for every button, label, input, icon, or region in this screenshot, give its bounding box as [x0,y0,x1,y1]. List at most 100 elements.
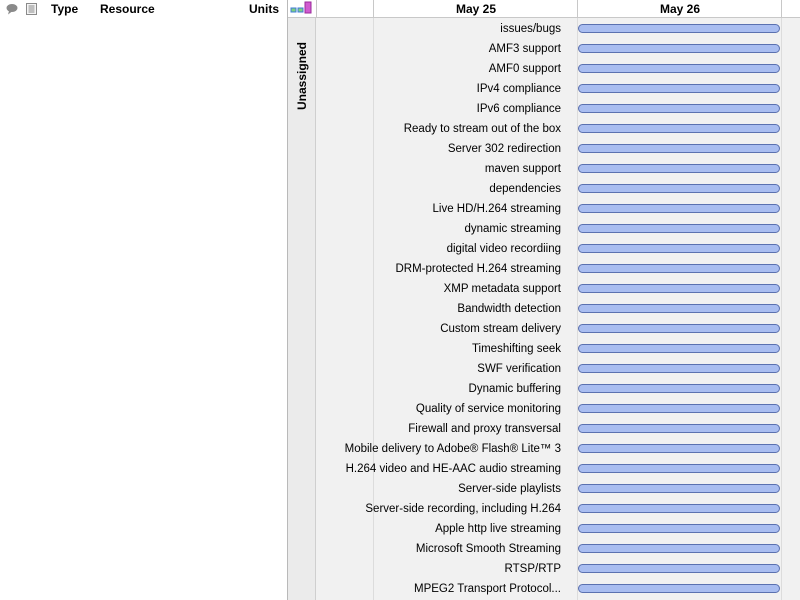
task-bar[interactable] [578,344,780,353]
column-header-type[interactable]: Type [51,2,79,16]
task-row[interactable]: digital video recordiing [316,239,800,259]
task-row[interactable]: Timeshifting seek [316,339,800,359]
task-name: DRM-protected H.264 streaming [395,263,561,275]
task-name: Mobile delivery to Adobe® Flash® Lite™ 3 [344,443,561,455]
task-row[interactable]: dynamic streaming [316,219,800,239]
task-name: IPv4 compliance [476,83,561,95]
task-name: Custom stream delivery [440,323,561,335]
task-bar[interactable] [578,504,780,513]
task-bar[interactable] [578,64,780,73]
task-name: maven support [484,163,561,175]
header-divider [373,0,374,18]
timeline-header: May 25 May 26 [288,0,800,18]
task-bar[interactable] [578,304,780,313]
task-bar[interactable] [578,564,780,573]
note-icon[interactable] [26,3,37,15]
task-bar[interactable] [578,244,780,253]
task-bar[interactable] [578,24,780,33]
task-bar[interactable] [578,264,780,273]
task-row[interactable]: Dynamic buffering [316,379,800,399]
task-name: Apple http live streaming [435,523,561,535]
task-row[interactable]: Ready to stream out of the box [316,119,800,139]
gantt-chart: May 25 May 26 Unassigned issues/bugs AMF3… [288,0,800,600]
task-bar[interactable] [578,164,780,173]
task-row[interactable]: Server 302 redirection [316,139,800,159]
task-name: Bandwidth detection [457,303,561,315]
task-name: IPv6 compliance [476,103,561,115]
task-row[interactable]: Live HD/H.264 streaming [316,199,800,219]
resource-usage-icon[interactable] [290,1,314,15]
task-bar[interactable] [578,384,780,393]
task-bar[interactable] [578,284,780,293]
header-divider [316,0,317,18]
task-row[interactable]: Bandwidth detection [316,299,800,319]
task-bar[interactable] [578,464,780,473]
task-bar[interactable] [578,404,780,413]
task-bar[interactable] [578,104,780,113]
task-bar[interactable] [578,444,780,453]
gantt-body: issues/bugs AMF3 support AMF0 support IPv4 … [316,18,800,600]
task-bar[interactable] [578,324,780,333]
task-row[interactable]: XMP metadata support [316,279,800,299]
task-row[interactable]: Server-side recording, including H.264 [316,499,800,519]
task-bar[interactable] [578,484,780,493]
task-row[interactable]: SWF verification [316,359,800,379]
task-row[interactable]: AMF3 support [316,39,800,59]
task-name: AMF3 support [488,43,561,55]
task-row[interactable]: maven support [316,159,800,179]
task-name: MPEG2 Transport Protocol... [413,583,561,595]
day-gridline [373,18,374,600]
date-label-day-2: May 26 [659,2,701,16]
task-bar[interactable] [578,364,780,373]
task-bar[interactable] [578,144,780,153]
resource-sheet: Type Resource Units [0,0,288,600]
task-row[interactable]: Firewall and proxy transversal [316,419,800,439]
task-bar[interactable] [578,424,780,433]
task-name: Microsoft Smooth Streaming [415,543,561,555]
task-name: RTSP/RTP [504,563,561,575]
task-row[interactable]: Quality of service monitoring [316,399,800,419]
task-bar[interactable] [578,544,780,553]
task-name: dependencies [489,183,561,195]
task-name: Timeshifting seek [471,343,561,355]
task-row[interactable]: Apple http live streaming [316,519,800,539]
task-row[interactable]: MPEG2 Transport Protocol... [316,579,800,599]
task-row[interactable]: Mobile delivery to Adobe® Flash® Lite™ 3 [316,439,800,459]
date-label-day-1: May 25 [455,2,497,16]
task-row[interactable]: RTSP/RTP [316,559,800,579]
task-name: digital video recordiing [446,243,561,255]
task-bar[interactable] [578,84,780,93]
header-divider [781,0,782,18]
task-name: XMP metadata support [443,283,561,295]
task-row[interactable]: IPv4 compliance [316,79,800,99]
task-row[interactable]: H.264 video and HE-AAC audio streaming [316,459,800,479]
task-row[interactable]: IPv6 compliance [316,99,800,119]
task-name: dynamic streaming [464,223,561,235]
task-row[interactable]: Custom stream delivery [316,319,800,339]
task-row[interactable]: issues/bugs [316,19,800,39]
task-bar[interactable] [578,124,780,133]
comment-icon[interactable] [6,3,18,15]
task-name: AMF0 support [488,63,561,75]
column-header-resource[interactable]: Resource [100,2,155,16]
task-bar[interactable] [578,584,780,593]
day-gridline [577,18,578,600]
task-bar[interactable] [578,524,780,533]
task-bar[interactable] [578,184,780,193]
task-name: Server 302 redirection [447,143,561,155]
task-row[interactable]: Microsoft Smooth Streaming [316,539,800,559]
task-name: Dynamic buffering [468,383,561,395]
task-name: issues/bugs [500,23,561,35]
group-column: Unassigned [288,18,316,600]
task-bar[interactable] [578,224,780,233]
task-bar[interactable] [578,204,780,213]
task-row[interactable]: dependencies [316,179,800,199]
task-row[interactable]: Server-side playlists [316,479,800,499]
task-row[interactable]: AMF0 support [316,59,800,79]
task-name: Server-side recording, including H.264 [365,503,561,515]
task-name: Ready to stream out of the box [403,123,561,135]
column-header-units[interactable]: Units [249,2,279,16]
task-bar[interactable] [578,44,780,53]
task-row[interactable]: DRM-protected H.264 streaming [316,259,800,279]
